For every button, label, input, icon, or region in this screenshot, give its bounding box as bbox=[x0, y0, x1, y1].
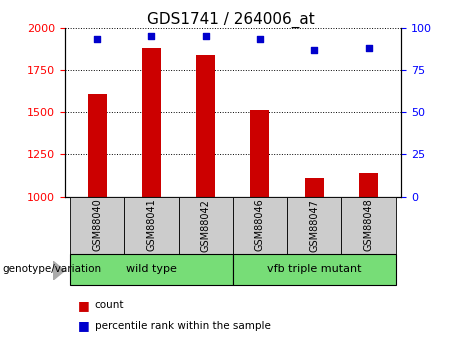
Bar bbox=[305, 178, 324, 197]
Point bbox=[365, 45, 372, 51]
Point bbox=[202, 33, 209, 39]
Text: percentile rank within the sample: percentile rank within the sample bbox=[95, 321, 271, 331]
Text: GSM88048: GSM88048 bbox=[364, 199, 373, 252]
Bar bbox=[178, 197, 233, 254]
Text: GSM88041: GSM88041 bbox=[147, 199, 156, 252]
Bar bbox=[124, 197, 178, 254]
Text: GSM88042: GSM88042 bbox=[201, 199, 211, 252]
Bar bbox=[70, 254, 233, 285]
Text: count: count bbox=[95, 300, 124, 310]
Bar bbox=[142, 48, 161, 197]
Point bbox=[148, 33, 155, 39]
Bar bbox=[287, 197, 341, 254]
Polygon shape bbox=[53, 261, 65, 280]
Bar bbox=[88, 93, 106, 197]
Point bbox=[256, 37, 264, 42]
Point bbox=[94, 37, 101, 42]
Text: genotype/variation: genotype/variation bbox=[2, 264, 101, 274]
Bar bbox=[233, 254, 396, 285]
Text: GSM88046: GSM88046 bbox=[255, 199, 265, 252]
Text: GDS1741 / 264006_at: GDS1741 / 264006_at bbox=[147, 12, 314, 28]
Text: ■: ■ bbox=[78, 299, 90, 312]
Text: vfb triple mutant: vfb triple mutant bbox=[267, 264, 361, 274]
Bar bbox=[70, 197, 124, 254]
Text: GSM88040: GSM88040 bbox=[92, 199, 102, 252]
Bar bbox=[341, 197, 396, 254]
Text: ■: ■ bbox=[78, 319, 90, 333]
Bar bbox=[359, 173, 378, 197]
Text: GSM88047: GSM88047 bbox=[309, 199, 319, 252]
Point bbox=[311, 47, 318, 52]
Text: wild type: wild type bbox=[126, 264, 177, 274]
Bar bbox=[196, 55, 215, 197]
Bar bbox=[250, 110, 269, 197]
Bar bbox=[233, 197, 287, 254]
